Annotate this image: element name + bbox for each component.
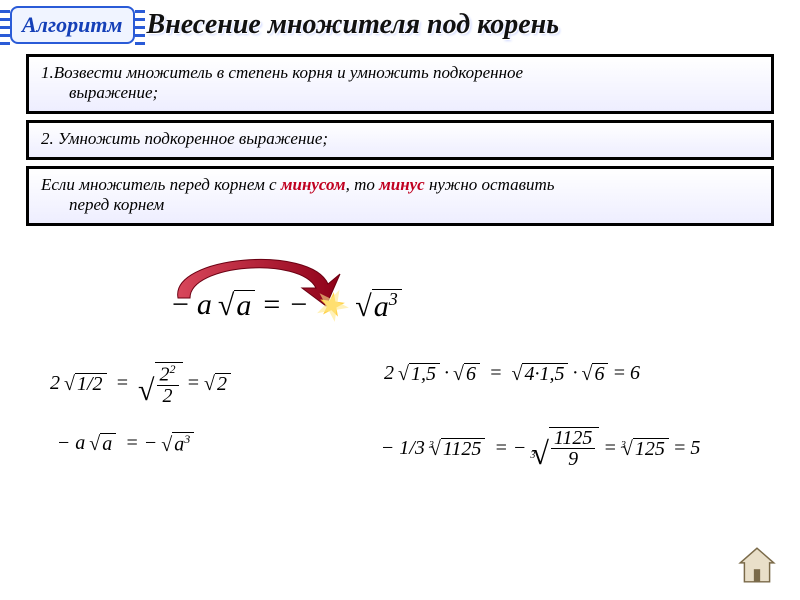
ex1-lhs: 1/2: [75, 373, 107, 394]
ex1-coef: 2: [50, 372, 60, 395]
ex2-rhs-exp: 3: [184, 432, 190, 446]
ex4-coef: 1/3: [399, 437, 425, 460]
formula-area: − a √a = − √a3 2 √1/2 = √ 22 2 = √2 −a √…: [0, 232, 800, 552]
lhs-coef: a: [197, 288, 212, 322]
ex3-coef: 2: [384, 362, 394, 385]
ex3-m1: 4: [524, 363, 534, 385]
main-equation: − a √a = − √a3: [170, 282, 402, 328]
ex2-rhs: a: [174, 434, 184, 456]
ex1-rhs: 2: [215, 373, 231, 394]
ex4-lhs: 1125: [441, 438, 486, 459]
rule-1-text-cont: выражение;: [41, 83, 759, 103]
ex3-r1: 1,5: [409, 363, 440, 384]
ex4-idx1: 3: [429, 440, 434, 451]
rule-3-mid: , то: [346, 175, 380, 194]
rhs-radicand: a: [374, 290, 389, 323]
rule-1-text: 1.Возвести множитель в степень корня и у…: [41, 63, 523, 82]
home-icon[interactable]: [736, 544, 778, 586]
ex3-r2: 6: [464, 363, 480, 384]
ex2-coef: a: [75, 432, 85, 455]
ex1-num: 2: [160, 364, 170, 386]
ex3-r3: 6: [592, 363, 608, 384]
ex1-den: 2: [160, 386, 176, 406]
rule-3-post: нужно оставить: [425, 175, 555, 194]
example-4: −1/3 3√1125 = − 3√ 1125 9 = 3√125 = 5: [380, 427, 700, 469]
ex1-num-exp: 2: [170, 362, 176, 376]
rhs-exp: 3: [389, 289, 398, 309]
star-burst-icon: [309, 282, 355, 328]
ex3-result: 6: [630, 362, 640, 385]
ex4-den: 9: [565, 449, 581, 469]
rule-2-text: 2. Умножить подкоренное выражение;: [41, 129, 328, 148]
example-3: 2 √1,5 · √6 = √4·1,5 · √6 = 6: [384, 362, 640, 385]
ex4-idx3: 3: [621, 440, 626, 451]
algorithm-badge: Алгоритм: [10, 6, 135, 44]
ex2-lhs: a: [100, 433, 116, 454]
rule-1-box: 1.Возвести множитель в степень корня и у…: [26, 54, 774, 114]
ex4-idx2: 3: [530, 450, 535, 461]
rule-3-minus2: минус: [379, 175, 425, 194]
ex4-num: 1125: [551, 428, 596, 449]
page-title: Внесение множителя под корень: [147, 9, 560, 41]
lhs-radicand: a: [234, 290, 255, 321]
ex4-result: 5: [690, 437, 700, 460]
ex4-r3: 125: [633, 438, 669, 459]
ex3-m2: 1,5: [539, 363, 564, 385]
example-1: 2 √1/2 = √ 22 2 = √2: [50, 362, 231, 406]
rule-3-minus1: минусом: [281, 175, 346, 194]
rule-3-cont: перед корнем: [41, 195, 759, 215]
example-2: −a √a = − √a3: [56, 432, 194, 455]
rule-3-pre: Если множитель перед корнем с: [41, 175, 281, 194]
rule-3-box: Если множитель перед корнем с минусом, т…: [26, 166, 774, 226]
rule-2-box: 2. Умножить подкоренное выражение;: [26, 120, 774, 160]
